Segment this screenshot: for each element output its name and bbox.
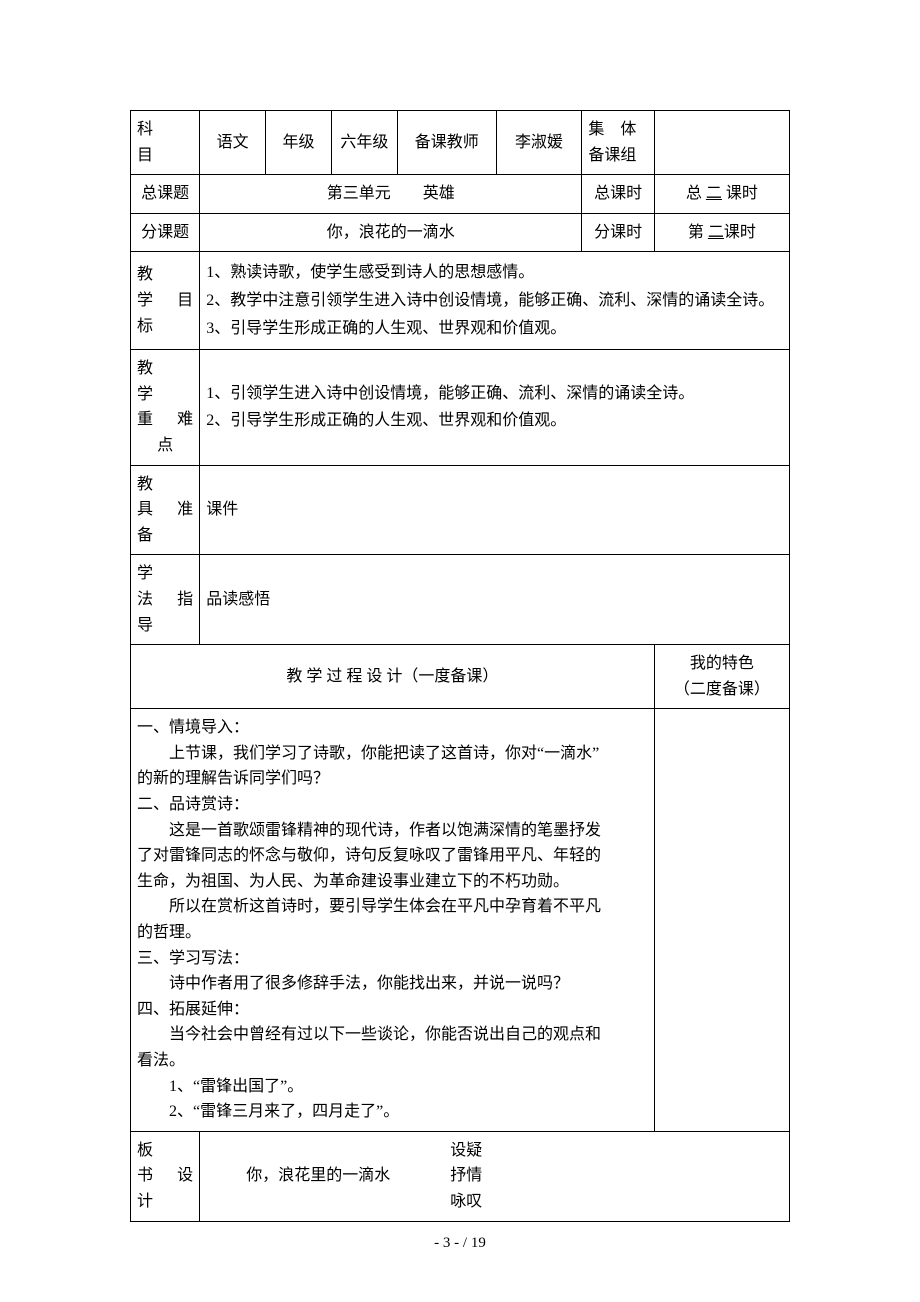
prep-row: 教 具准 备 课件 bbox=[131, 465, 790, 555]
sub-topic-value: 你，浪花的一滴水 bbox=[200, 213, 582, 252]
process-line: 1、“雷锋出国了”。 bbox=[137, 1074, 648, 1100]
sub-hours-underline: 二 bbox=[708, 224, 724, 241]
teacher-label: 备课教师 bbox=[397, 111, 496, 175]
sub-hours-prefix: 第 bbox=[688, 224, 708, 241]
subject-label: 科 目 bbox=[131, 111, 200, 175]
board-row: 板 书设 计 你，浪花里的一滴水 设疑 抒情 咏叹 bbox=[131, 1131, 790, 1221]
section-title: 四、拓展延伸： bbox=[137, 997, 648, 1023]
objective-item: 3、引导学生形成正确的人生观、世界观和价值观。 bbox=[206, 316, 783, 342]
method-row: 学 法指 导 品读感悟 bbox=[131, 555, 790, 645]
keypoints-label-line1: 教 学 bbox=[137, 356, 193, 407]
board-item: 抒情 bbox=[450, 1163, 482, 1189]
grade-value: 六年级 bbox=[331, 111, 397, 175]
total-hours-label: 总课时 bbox=[582, 175, 654, 214]
prep-value: 课件 bbox=[200, 465, 790, 555]
sub-hours-suffix: 课时 bbox=[724, 224, 756, 241]
process-line: 上节课，我们学习了诗歌，你能把读了这首诗，你对“一滴水” bbox=[137, 741, 648, 767]
section-title: 一、情境导入： bbox=[137, 715, 648, 741]
group-value bbox=[654, 111, 789, 175]
group-label: 集 体备课组 bbox=[582, 111, 654, 175]
page-footer: - 3 - / 19 bbox=[0, 1235, 920, 1252]
objectives-row: 教 学目 标 1、熟读诗歌，使学生感受到诗人的思想感情。 2、教学中注意引领学生… bbox=[131, 252, 790, 350]
board-item: 设疑 bbox=[450, 1138, 482, 1164]
process-line: 看法。 bbox=[137, 1048, 648, 1074]
section-title: 三、学习写法： bbox=[137, 946, 648, 972]
process-header-left: 教 学 过 程 设 计（一度备课） bbox=[131, 645, 655, 709]
keypoints-row: 教 学 重 难 点 1、引领学生进入诗中创设情境，能够正确、流利、深情的诵读全诗… bbox=[131, 350, 790, 465]
board-cell: 你，浪花里的一滴水 设疑 抒情 咏叹 bbox=[200, 1131, 790, 1221]
objectives-cell: 1、熟读诗歌，使学生感受到诗人的思想感情。 2、教学中注意引领学生进入诗中创设情… bbox=[200, 252, 790, 350]
section-title: 二、品诗赏诗： bbox=[137, 792, 648, 818]
process-line: 生命，为祖国、为人民、为革命建设事业建立下的不朽功勋。 bbox=[137, 869, 648, 895]
process-line: 了对雷锋同志的怀念与敬仰，诗句反复咏叹了雷锋用平凡、年轻的 bbox=[137, 843, 648, 869]
sub-topic-label: 分课题 bbox=[131, 213, 200, 252]
board-item: 咏叹 bbox=[450, 1189, 482, 1215]
keypoint-item: 1、引领学生进入诗中创设情境，能够正确、流利、深情的诵读全诗。 bbox=[206, 381, 783, 407]
process-line: 2、“雷锋三月来了，四月走了”。 bbox=[137, 1099, 648, 1125]
objective-item: 2、教学中注意引领学生进入诗中创设情境，能够正确、流利、深情的诵读全诗。 bbox=[206, 288, 783, 314]
lesson-plan-table: 科 目 语文 年级 六年级 备课教师 李淑媛 集 体备课组 总课题 第三单元 英… bbox=[130, 110, 790, 1222]
process-line: 当今社会中曾经有过以下一些谈论，你能否说出自己的观点和 bbox=[137, 1022, 648, 1048]
process-line: 的新的理解告诉同学们吗？ bbox=[137, 766, 648, 792]
process-line: 的哲理。 bbox=[137, 920, 648, 946]
objective-item: 1、熟读诗歌，使学生感受到诗人的思想感情。 bbox=[206, 260, 783, 286]
keypoint-item: 2、引导学生形成正确的人生观、世界观和价值观。 bbox=[206, 408, 783, 434]
total-hours-suffix: 课时 bbox=[722, 185, 758, 202]
method-label: 学 法指 导 bbox=[131, 555, 200, 645]
board-items: 设疑 抒情 咏叹 bbox=[450, 1138, 482, 1215]
total-topic-value: 第三单元 英雄 bbox=[200, 175, 582, 214]
grade-label: 年级 bbox=[266, 111, 332, 175]
process-body-cell: 一、情境导入： 上节课，我们学习了诗歌，你能把读了这首诗，你对“一滴水” 的新的… bbox=[131, 709, 655, 1132]
process-header-right-line1: 我的特色 bbox=[661, 651, 783, 677]
keypoints-cell: 1、引领学生进入诗中创设情境，能够正确、流利、深情的诵读全诗。 2、引导学生形成… bbox=[200, 350, 790, 465]
header-row: 科 目 语文 年级 六年级 备课教师 李淑媛 集 体备课组 bbox=[131, 111, 790, 175]
total-hours-underline: 二 bbox=[706, 185, 722, 202]
total-topic-label: 总课题 bbox=[131, 175, 200, 214]
process-notes-cell bbox=[654, 709, 789, 1132]
total-topic-row: 总课题 第三单元 英雄 总课时 总 二 课时 bbox=[131, 175, 790, 214]
teacher-value: 李淑媛 bbox=[496, 111, 582, 175]
process-header-right-line2: （二度备课） bbox=[661, 677, 783, 703]
process-header-right: 我的特色 （二度备课） bbox=[654, 645, 789, 709]
sub-hours-value: 第 二课时 bbox=[654, 213, 789, 252]
process-line: 所以在赏析这首诗时，要引导学生体会在平凡中孕育着不平凡 bbox=[137, 894, 648, 920]
method-value: 品读感悟 bbox=[200, 555, 790, 645]
prep-label: 教 具准 备 bbox=[131, 465, 200, 555]
total-hours-value: 总 二 课时 bbox=[654, 175, 789, 214]
sub-topic-row: 分课题 你，浪花的一滴水 分课时 第 二课时 bbox=[131, 213, 790, 252]
process-line: 这是一首歌颂雷锋精神的现代诗，作者以饱满深情的笔墨抒发 bbox=[137, 818, 648, 844]
subject-value: 语文 bbox=[200, 111, 266, 175]
total-hours-prefix: 总 bbox=[686, 185, 706, 202]
keypoints-label: 教 学 重 难 点 bbox=[131, 350, 200, 465]
process-body-row: 一、情境导入： 上节课，我们学习了诗歌，你能把读了这首诗，你对“一滴水” 的新的… bbox=[131, 709, 790, 1132]
keypoints-label-line2: 重 难 bbox=[137, 407, 193, 433]
keypoints-label-line3: 点 bbox=[137, 433, 193, 459]
objectives-label: 教 学目 标 bbox=[131, 252, 200, 350]
board-title: 你，浪花里的一滴水 bbox=[246, 1163, 390, 1189]
sub-hours-label: 分课时 bbox=[582, 213, 654, 252]
process-line: 诗中作者用了很多修辞手法，你能找出来，并说一说吗？ bbox=[137, 971, 648, 997]
process-header-row: 教 学 过 程 设 计（一度备课） 我的特色 （二度备课） bbox=[131, 645, 790, 709]
board-label: 板 书设 计 bbox=[131, 1131, 200, 1221]
